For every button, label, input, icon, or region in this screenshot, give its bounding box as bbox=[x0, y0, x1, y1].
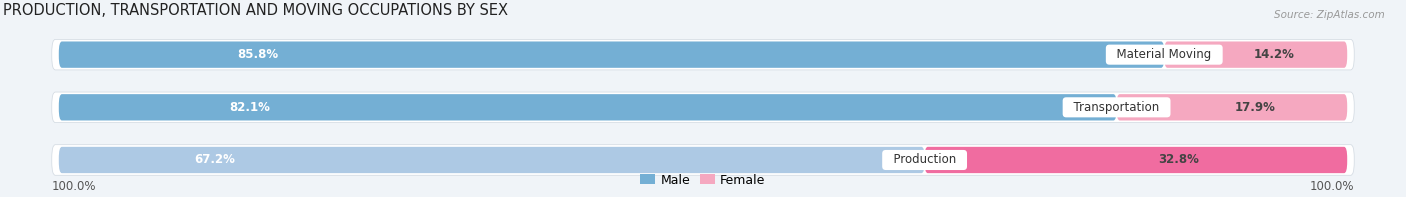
FancyBboxPatch shape bbox=[52, 92, 1354, 123]
Text: PRODUCTION, TRANSPORTATION AND MOVING OCCUPATIONS BY SEX: PRODUCTION, TRANSPORTATION AND MOVING OC… bbox=[3, 3, 508, 18]
Text: Production: Production bbox=[886, 153, 963, 166]
Text: 14.2%: 14.2% bbox=[1254, 48, 1295, 61]
FancyBboxPatch shape bbox=[52, 39, 1354, 70]
Text: 67.2%: 67.2% bbox=[194, 153, 235, 166]
FancyBboxPatch shape bbox=[59, 147, 925, 173]
FancyBboxPatch shape bbox=[52, 145, 1354, 175]
Text: Transportation: Transportation bbox=[1066, 101, 1167, 114]
Text: 17.9%: 17.9% bbox=[1234, 101, 1275, 114]
Text: 32.8%: 32.8% bbox=[1157, 153, 1198, 166]
FancyBboxPatch shape bbox=[1164, 42, 1347, 68]
FancyBboxPatch shape bbox=[925, 147, 1347, 173]
Text: 85.8%: 85.8% bbox=[238, 48, 278, 61]
FancyBboxPatch shape bbox=[1116, 94, 1347, 121]
FancyBboxPatch shape bbox=[59, 42, 1164, 68]
Text: Material Moving: Material Moving bbox=[1109, 48, 1219, 61]
Text: Source: ZipAtlas.com: Source: ZipAtlas.com bbox=[1274, 10, 1385, 20]
Text: 82.1%: 82.1% bbox=[229, 101, 270, 114]
Text: 100.0%: 100.0% bbox=[52, 180, 96, 193]
FancyBboxPatch shape bbox=[59, 94, 1116, 121]
Text: 100.0%: 100.0% bbox=[1310, 180, 1354, 193]
Legend: Male, Female: Male, Female bbox=[636, 168, 770, 191]
